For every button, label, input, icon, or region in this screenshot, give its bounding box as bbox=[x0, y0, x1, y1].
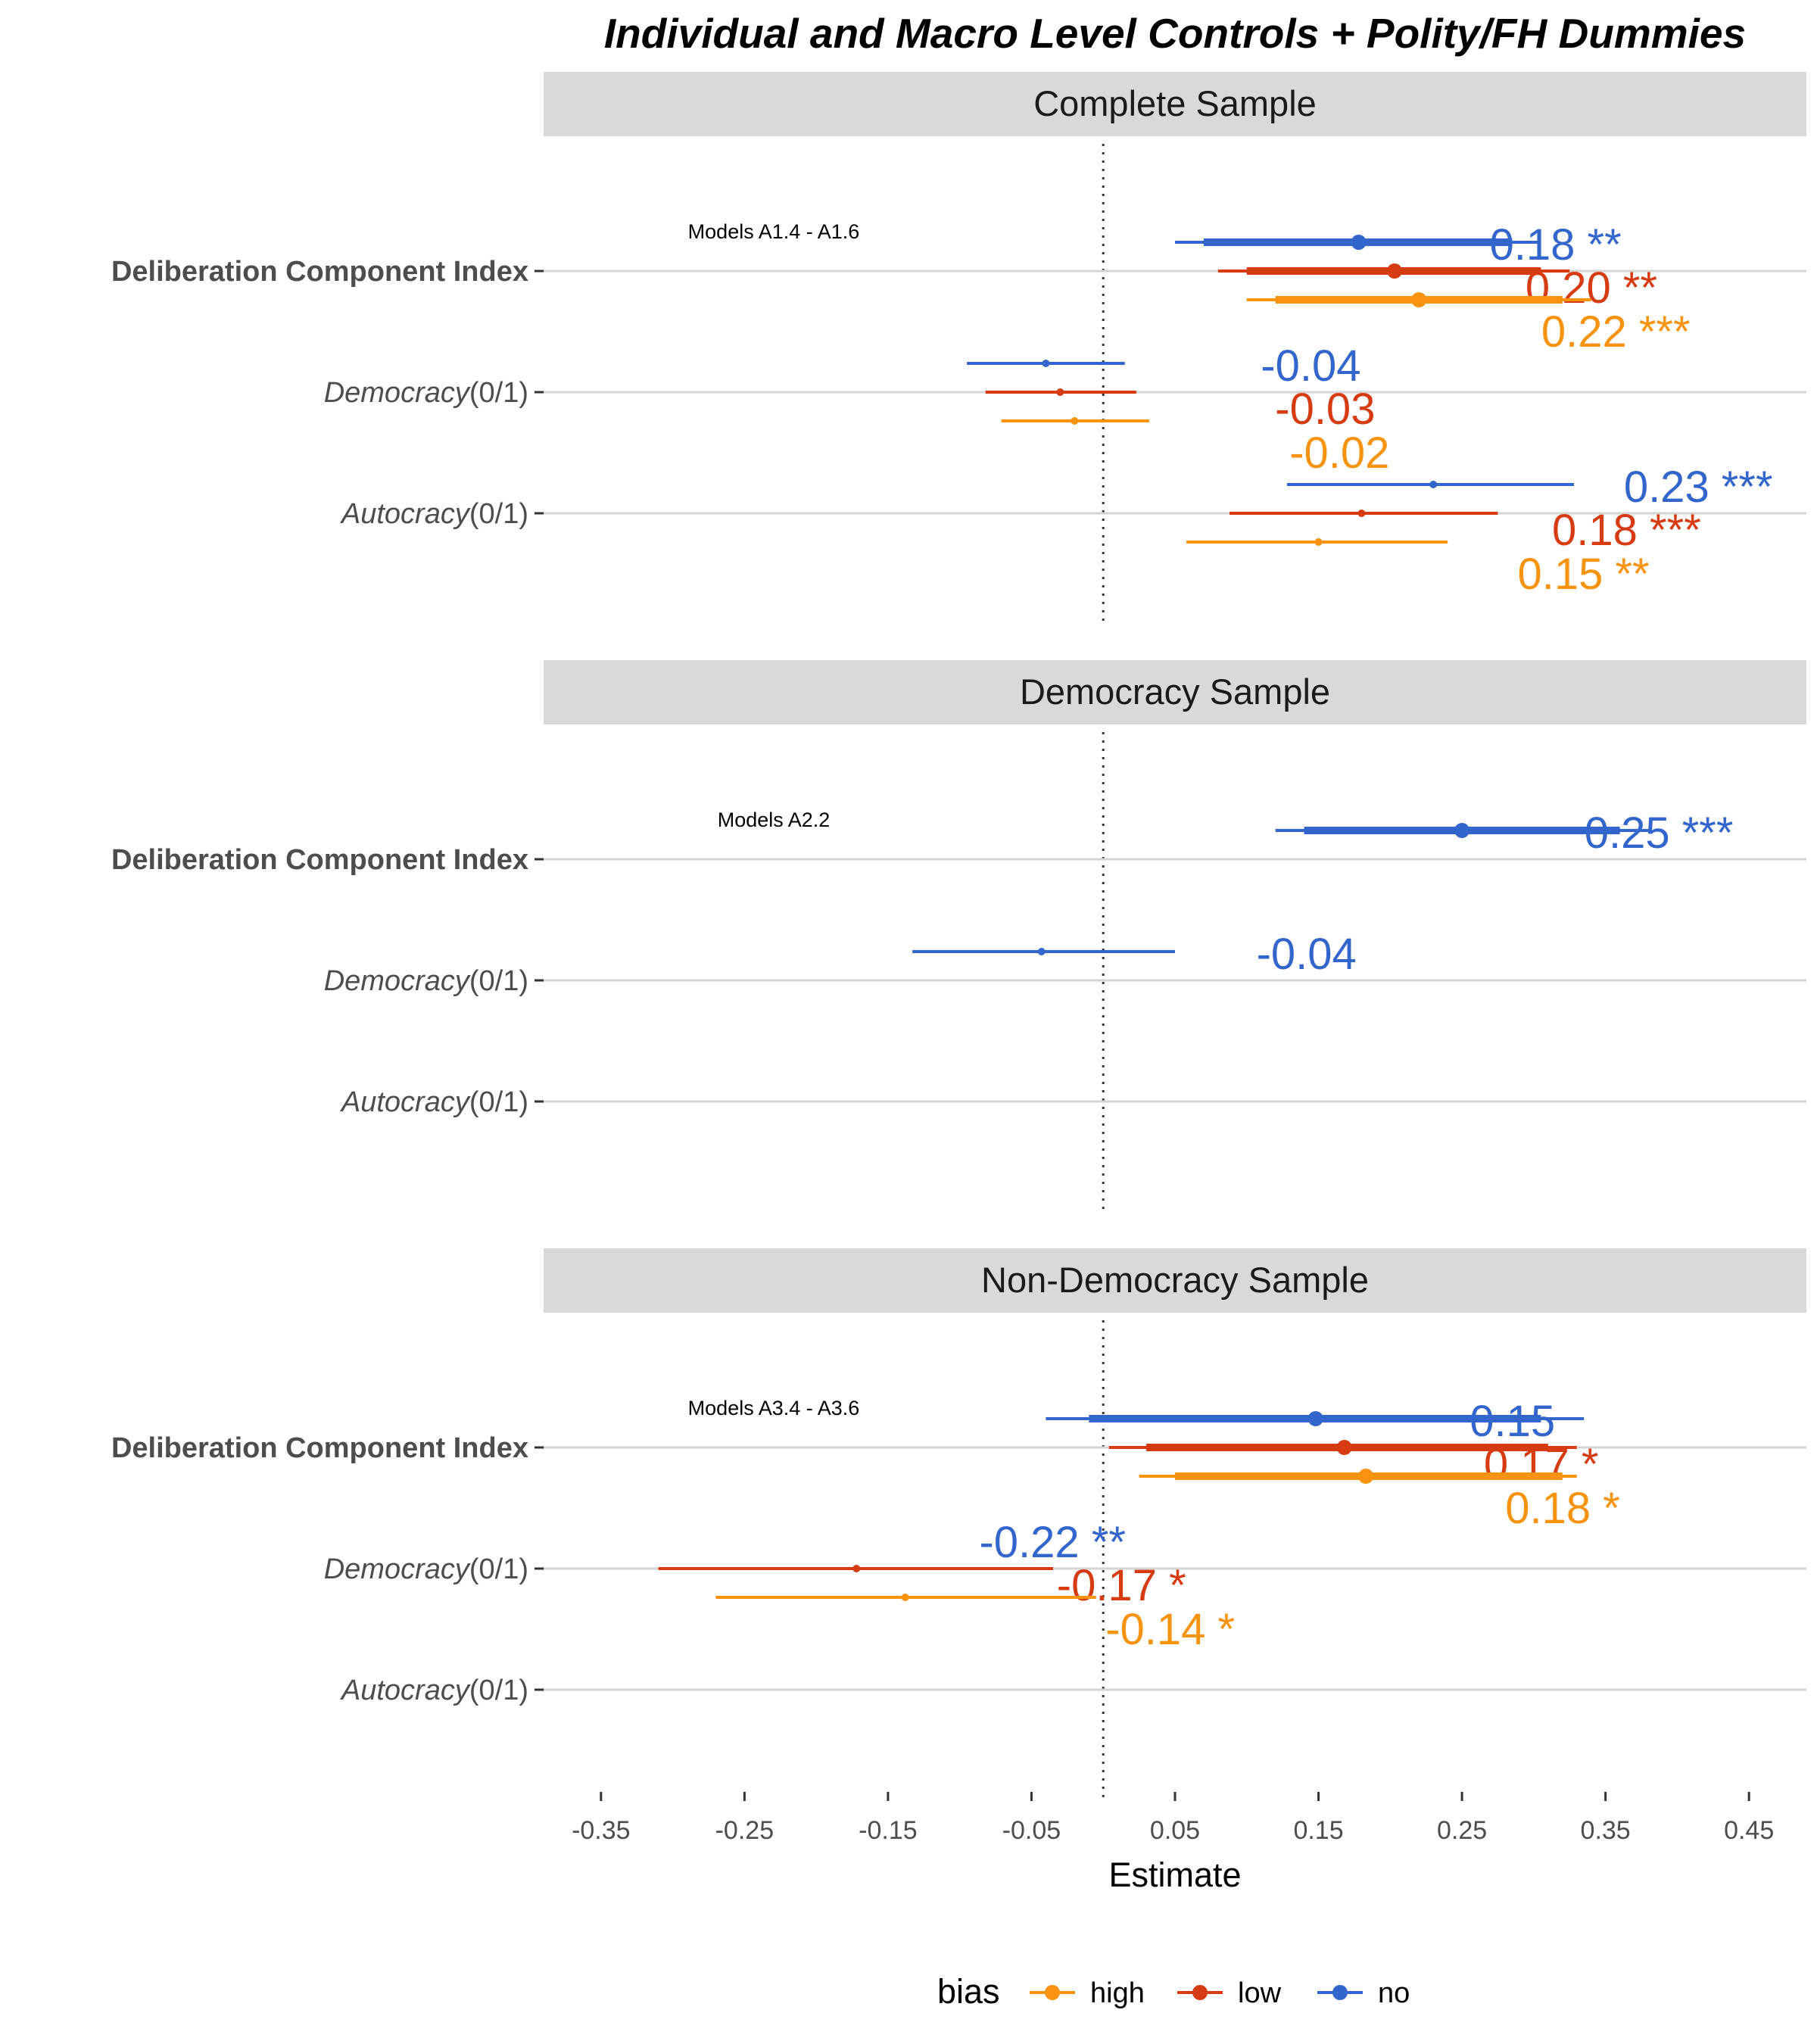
legend-key-point bbox=[1192, 1985, 1208, 2000]
estimate-label: 0.25 *** bbox=[1585, 809, 1734, 858]
row-label: Democracy(0/1) bbox=[324, 377, 528, 409]
estimate-label: -0.14 * bbox=[1105, 1605, 1235, 1654]
point-estimate bbox=[1056, 388, 1064, 396]
estimate-label: -0.04 bbox=[1257, 930, 1357, 979]
estimate-label: -0.02 bbox=[1289, 428, 1389, 478]
row-label-name: Autocracy bbox=[340, 1086, 471, 1118]
point-estimate bbox=[901, 1594, 909, 1601]
estimate-label: -0.04 bbox=[1261, 341, 1360, 391]
x-tick-label: -0.05 bbox=[1002, 1816, 1061, 1845]
point-estimate bbox=[1411, 292, 1427, 307]
point-estimate bbox=[1387, 263, 1403, 279]
x-axis: -0.35 -0.25 -0.15 -0.05 0.05 0.15 0.25 0.35 0.45… bbox=[572, 1792, 1774, 1894]
facet-strip bbox=[544, 72, 1806, 136]
legend-label: low bbox=[1238, 1977, 1282, 2009]
model-annotation: Models A2.2 bbox=[718, 809, 831, 831]
x-tick-label: -0.25 bbox=[715, 1816, 774, 1845]
estimate-label: -0.17 * bbox=[1057, 1561, 1186, 1610]
row-label: Deliberation Component Index bbox=[111, 1432, 528, 1464]
row-label-name: Democracy bbox=[324, 1553, 471, 1585]
row-label: Deliberation Component Index bbox=[111, 844, 528, 876]
legend-item-high: high bbox=[1030, 1977, 1145, 2009]
legend-label: high bbox=[1090, 1977, 1145, 2009]
point-estimate bbox=[1042, 360, 1050, 367]
estimate-label: 0.23 *** bbox=[1624, 463, 1773, 512]
legend-key-point bbox=[1045, 1985, 1060, 2000]
model-annotation: Models A1.4 - A1.6 bbox=[688, 220, 860, 243]
row-label: Autocracy(0/1) bbox=[340, 1675, 528, 1706]
facet-strip bbox=[544, 660, 1806, 724]
chart-title: Individual and Macro Level Controls + Po… bbox=[604, 10, 1746, 57]
legend: bias high low no bbox=[937, 1972, 1410, 2011]
row-label-suffix: (0/1) bbox=[469, 377, 528, 409]
point-estimate bbox=[1358, 1469, 1374, 1484]
estimate-label: 0.20 ** bbox=[1526, 263, 1657, 313]
facet-panel-0: Complete Sample Deliberation Component In… bbox=[111, 72, 1806, 621]
point-estimate bbox=[1429, 481, 1438, 488]
row-label-name: Autocracy bbox=[340, 498, 471, 530]
estimate-label: 0.15 bbox=[1469, 1397, 1555, 1446]
estimate-label: 0.18 * bbox=[1505, 1484, 1620, 1533]
estimate-label: 0.17 * bbox=[1484, 1440, 1599, 1489]
facet-strip-label: Complete Sample bbox=[1033, 83, 1317, 123]
model-annotation: Models A3.4 - A3.6 bbox=[688, 1397, 860, 1419]
legend-key-point bbox=[1332, 1985, 1348, 2000]
legend-title: bias bbox=[937, 1972, 1000, 2011]
legend-item-no: no bbox=[1317, 1977, 1410, 2009]
point-estimate bbox=[1336, 1440, 1352, 1455]
row-label-suffix: (0/1) bbox=[469, 1553, 528, 1585]
row-label-suffix: (0/1) bbox=[469, 498, 528, 530]
estimate-label: -0.22 ** bbox=[979, 1518, 1125, 1567]
point-estimate bbox=[1307, 1411, 1323, 1426]
x-tick-label: 0.45 bbox=[1724, 1816, 1774, 1845]
x-tick-label: 0.05 bbox=[1150, 1816, 1200, 1845]
row-label: Autocracy(0/1) bbox=[340, 1086, 528, 1118]
facet-panel-2: Non-Democracy Sample Deliberation Compone… bbox=[111, 1248, 1806, 1797]
x-tick-label: -0.35 bbox=[572, 1816, 631, 1845]
x-tick-label: -0.15 bbox=[859, 1816, 918, 1845]
point-estimate bbox=[1454, 823, 1470, 838]
facet-strip-label: Democracy Sample bbox=[1020, 671, 1330, 712]
facet-strip-label: Non-Democracy Sample bbox=[981, 1260, 1369, 1300]
estimate-label: -0.03 bbox=[1275, 385, 1375, 434]
x-tick-label: 0.35 bbox=[1581, 1816, 1631, 1845]
estimate-label: 0.18 ** bbox=[1490, 220, 1622, 270]
row-label: Democracy(0/1) bbox=[324, 1553, 528, 1585]
row-label: Democracy(0/1) bbox=[324, 965, 528, 997]
row-label-name: Democracy bbox=[324, 965, 471, 997]
estimate-label: 0.18 *** bbox=[1552, 506, 1701, 555]
estimate-label: 0.15 ** bbox=[1517, 550, 1649, 599]
point-estimate bbox=[1357, 509, 1366, 517]
facet-strip bbox=[544, 1248, 1806, 1313]
point-estimate bbox=[852, 1565, 861, 1572]
row-label-suffix: (0/1) bbox=[469, 1675, 528, 1706]
legend-label: no bbox=[1378, 1977, 1410, 2009]
facet-panel-1: Democracy Sample Deliberation Component I… bbox=[111, 660, 1806, 1209]
row-label-name: Autocracy bbox=[340, 1675, 471, 1706]
x-tick-label: 0.25 bbox=[1437, 1816, 1487, 1845]
row-label-suffix: (0/1) bbox=[469, 1086, 528, 1118]
x-tick-label: 0.15 bbox=[1293, 1816, 1343, 1845]
row-label-name: Democracy bbox=[324, 377, 471, 409]
point-estimate bbox=[1351, 235, 1367, 250]
estimate-label: 0.22 *** bbox=[1541, 307, 1691, 357]
legend-item-low: low bbox=[1177, 1977, 1282, 2009]
point-estimate bbox=[1314, 538, 1323, 546]
row-label: Deliberation Component Index bbox=[111, 256, 528, 288]
row-label-suffix: (0/1) bbox=[469, 965, 528, 997]
point-estimate bbox=[1071, 417, 1079, 425]
point-estimate bbox=[1037, 948, 1046, 955]
row-label: Autocracy(0/1) bbox=[340, 498, 528, 530]
x-axis-title: Estimate bbox=[1108, 1855, 1241, 1894]
